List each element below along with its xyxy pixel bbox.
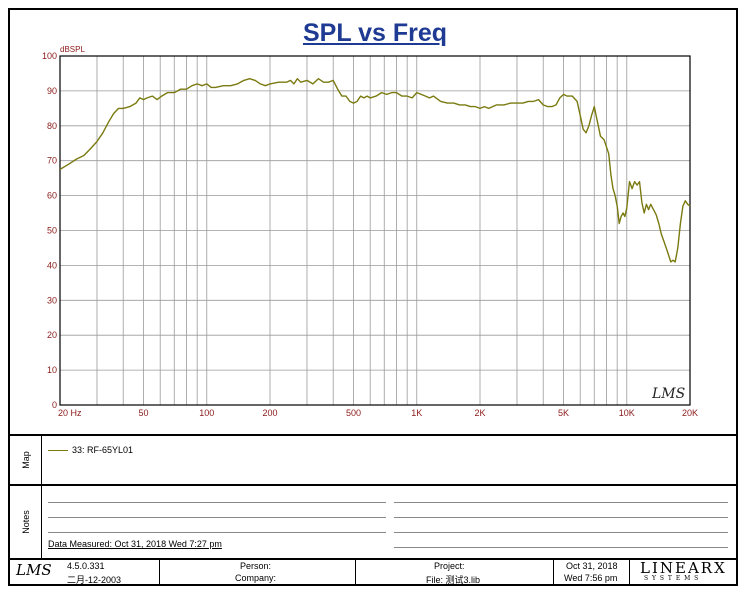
y-tick-label: 40	[47, 260, 57, 270]
legend-swatch	[48, 449, 68, 451]
y-tick-label: 50	[47, 226, 57, 236]
y-tick-label: 30	[47, 295, 57, 305]
footer-version: 4.5.0.331	[67, 561, 105, 571]
plot-frame	[59, 55, 691, 406]
note-line	[394, 547, 728, 548]
footer-project-cell: Project: File: 测试3.lib	[356, 558, 554, 586]
footer-date: Oct 31, 2018	[566, 561, 618, 571]
x-tick-label: 2K	[474, 408, 485, 418]
map-side-box: Map	[10, 436, 42, 484]
y-tick-label: 60	[47, 191, 57, 201]
chart-grid	[59, 55, 691, 406]
note-line	[48, 502, 386, 503]
y-tick-label: 90	[47, 86, 57, 96]
x-tick-label: 100	[199, 408, 214, 418]
series-line	[59, 77, 691, 263]
footer-version-cell: LMS 4.5.0.331 二月-12-2003	[10, 558, 160, 586]
footer-file-label: File: 测试3.lib	[426, 575, 481, 585]
y-tick-label: 80	[47, 121, 57, 131]
chart-divider	[10, 434, 736, 436]
x-tick-label: 10K	[619, 408, 635, 418]
data-measured-text: Data Measured: Oct 31, 2018 Wed 7:27 pm	[48, 539, 222, 549]
footer-project-label: Project:	[434, 561, 465, 571]
y-tick-label: 70	[47, 156, 57, 166]
legend: 33: RF-65YL01	[48, 445, 133, 455]
x-tick-label: 500	[346, 408, 361, 418]
x-tick-label: 20 Hz	[58, 408, 82, 418]
note-line	[48, 517, 386, 518]
y-axis-label: dBSPL	[60, 45, 85, 54]
footer-person-cell: Person: Company:	[160, 558, 356, 586]
x-tick-label: 50	[139, 408, 149, 418]
x-tick-label: 20K	[682, 408, 698, 418]
note-line	[394, 502, 728, 503]
linearx-systems-text: S Y S T E M S	[644, 575, 700, 582]
x-tick-label: 5K	[558, 408, 569, 418]
x-tick-label: 200	[262, 408, 277, 418]
note-line	[394, 532, 728, 533]
footer-person-label: Person:	[240, 561, 272, 571]
footer-company-label: Company:	[235, 573, 277, 583]
x-tick-label: 1K	[411, 408, 422, 418]
footer-date-cell: Oct 31, 2018 Wed 7:56 pm	[554, 558, 630, 586]
footer-lms-logo: LMS	[16, 561, 52, 579]
note-line	[48, 532, 386, 533]
footer: LMS 4.5.0.331 二月-12-2003 Person: Company…	[10, 558, 736, 586]
chart-title: SPL vs Freq	[302, 19, 448, 47]
map-divider	[10, 484, 736, 486]
notes-divider	[10, 558, 736, 560]
footer-brand-cell: LINEARX S Y S T E M S	[630, 558, 736, 586]
linearx-logo: LINEARX	[640, 559, 727, 577]
notes-label: Notes	[20, 510, 31, 534]
footer-time: Wed 7:56 pm	[564, 573, 618, 583]
outer-frame	[8, 8, 738, 586]
y-tick-label: 100	[42, 51, 57, 61]
lms-watermark: LMS	[651, 386, 685, 402]
legend-entry: 33: RF-65YL01	[72, 445, 134, 455]
y-tick-label: 20	[47, 330, 57, 340]
map-label: Map	[20, 451, 31, 469]
chart-series	[59, 77, 691, 263]
y-tick-label: 10	[47, 365, 57, 375]
note-line	[394, 517, 728, 518]
chart-ticks: 0 10 20 30 40 50 60 70 80 90 100 20 Hz 50 100 200 500 1K…	[42, 51, 698, 418]
footer-build-date: 二月-12-2003	[67, 575, 122, 585]
notes-side-box: Notes	[10, 486, 42, 558]
chart-svg: 0 10 20 30 40 50 60 70 80 90 100 20 Hz 50 100 200 500 1K…	[42, 45, 698, 418]
y-tick-label: 0	[52, 400, 57, 410]
